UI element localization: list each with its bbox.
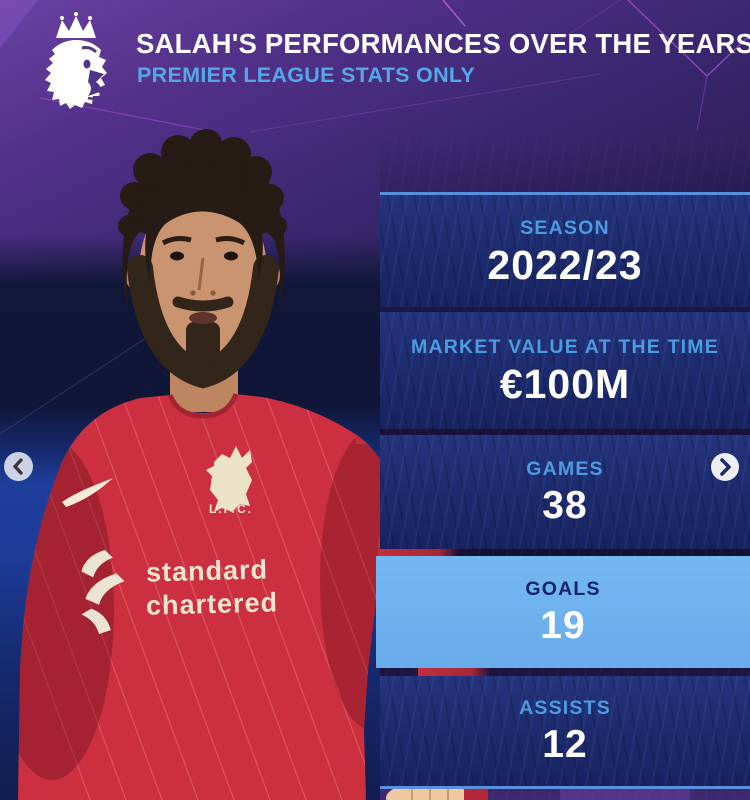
stat-row-season: SEASON 2022/23	[380, 195, 750, 307]
stat-row-assists: ASSISTS 12	[380, 676, 750, 786]
carousel-prev-button[interactable]	[4, 452, 33, 481]
chevron-right-icon	[720, 458, 731, 476]
jersey-sponsor-line1: standard	[145, 554, 269, 588]
stat-value: 12	[542, 722, 588, 766]
stat-label: MARKET VALUE AT THE TIME	[411, 336, 719, 358]
page-title: SALAH'S PERFORMANCES OVER THE YEARS	[136, 28, 750, 59]
stat-value: 2022/23	[487, 241, 643, 288]
stats-panel: SEASON 2022/23 MARKET VALUE AT THE TIME …	[376, 192, 750, 789]
page-subtitle: PREMIER LEAGUE STATS ONLY	[137, 63, 475, 87]
stat-value: 19	[540, 603, 586, 647]
carousel-next-button[interactable]	[711, 453, 739, 481]
jersey-crest-text: L.F.C.	[209, 502, 253, 516]
liver-bird-icon	[206, 446, 252, 512]
stat-value: €100M	[499, 361, 631, 407]
chevron-left-icon	[13, 458, 23, 475]
panel-bottom-border	[380, 786, 750, 789]
stat-value: 38	[542, 483, 588, 527]
premier-league-lion-icon	[45, 12, 107, 109]
stat-row-market-value: MARKET VALUE AT THE TIME €100M	[380, 312, 750, 429]
stat-row-games: GAMES 38	[380, 435, 750, 549]
jersey-sponsor-line2: chartered	[145, 587, 279, 621]
stat-label: SEASON	[520, 216, 610, 239]
standard-chartered-s-icon	[81, 549, 125, 635]
panel-top-border	[380, 192, 750, 195]
stat-row-goals-highlighted: GOALS 19	[376, 556, 750, 668]
stat-label: ASSISTS	[519, 696, 611, 719]
nike-swoosh-icon	[62, 478, 113, 507]
stat-label: GAMES	[526, 457, 604, 480]
stat-label: GOALS	[525, 577, 601, 600]
